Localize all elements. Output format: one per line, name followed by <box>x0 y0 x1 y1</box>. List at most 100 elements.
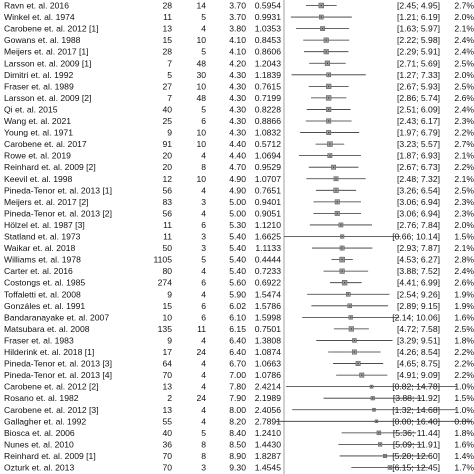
study-label: Ravn et. al. 2016 <box>4 1 69 11</box>
sample-size: 20 <box>162 162 172 172</box>
ci-label: [2.51; 6.09] <box>397 104 440 114</box>
weight-label: 2.4% <box>454 35 474 45</box>
ci-label: [2.67; 6.73] <box>397 162 440 172</box>
sample-size: 13 <box>162 405 172 415</box>
ci-label: [3.29; 9.51] <box>397 335 440 345</box>
weight-label: 2.4% <box>454 47 474 57</box>
ci-label: [2.48; 7.32] <box>397 174 440 184</box>
event-count: 3 <box>201 243 206 253</box>
event-count: 4 <box>201 382 206 392</box>
event-count: 10 <box>196 35 206 45</box>
estimate-value: 8.40 <box>229 428 246 438</box>
se-value: 0.5954 <box>255 1 282 11</box>
sample-size: 5 <box>167 70 172 80</box>
study-label: Gowans et. al. 1988 <box>4 35 81 45</box>
ci-label: [2.43; 6.17] <box>397 116 440 126</box>
ci-label: [2.89; 9.15] <box>397 301 440 311</box>
weight-label: 1.5% <box>454 232 474 242</box>
se-value: 1.0874 <box>255 347 282 357</box>
study-label: Carobene et. al. 2012 [1] <box>4 24 99 34</box>
weight-label: 1.4% <box>454 451 474 461</box>
weight-label: 1.5% <box>454 393 474 403</box>
se-value: 2.4056 <box>255 405 282 415</box>
se-value: 1.0353 <box>255 24 282 34</box>
sample-size: 25 <box>162 116 172 126</box>
study-label: Carter et. al. 2016 <box>4 266 73 276</box>
sample-size: 9 <box>167 289 172 299</box>
event-count: 4 <box>201 24 206 34</box>
event-count: 6 <box>201 301 206 311</box>
sample-size: 11 <box>163 232 172 242</box>
study-label: Carobene et. al. 2012 [3] <box>4 405 99 415</box>
sample-size: 10 <box>162 312 172 322</box>
se-value: 2.4214 <box>255 382 282 392</box>
se-value: 0.4444 <box>255 255 282 265</box>
se-value: 2.7891 <box>255 416 282 426</box>
weight-label: 2.7% <box>454 1 474 11</box>
event-count: 4 <box>201 359 206 369</box>
weight-label: 2.7% <box>454 139 474 149</box>
study-label: Carobene et. al. 2012 [2] <box>4 382 99 392</box>
estimate-value: 3.70 <box>229 1 246 11</box>
sample-size: 13 <box>162 24 172 34</box>
event-count: 24 <box>196 393 206 403</box>
sample-size: 135 <box>158 324 173 334</box>
sample-size: 70 <box>162 463 172 473</box>
study-label: Keevil et. al. 1998 <box>4 174 73 184</box>
estimate-value: 8.20 <box>229 416 246 426</box>
sample-size: 56 <box>162 185 172 195</box>
study-label: Waikar et. al. 2018 <box>4 243 76 253</box>
sample-size: 36 <box>162 439 172 449</box>
se-value: 1.4545 <box>255 463 282 473</box>
study-label: Wang et. al. 2021 <box>4 116 71 126</box>
event-count: 3 <box>201 232 206 242</box>
se-value: 0.9051 <box>255 208 282 218</box>
ci-label: [2.45; 4.95] <box>397 1 440 11</box>
weight-label: 1.9% <box>454 289 474 299</box>
sample-size: 91 <box>162 139 172 149</box>
sample-size: 70 <box>162 370 172 380</box>
ci-label: [4.65; 8.75] <box>397 359 440 369</box>
study-label: Meijers et. al. 2017 [2] <box>4 197 89 207</box>
se-value: 1.0786 <box>255 370 282 380</box>
se-value: 1.8287 <box>255 451 282 461</box>
estimate-value: 3.80 <box>229 24 246 34</box>
event-count: 4 <box>201 289 206 299</box>
estimate-value: 5.30 <box>229 220 246 230</box>
sample-size: 28 <box>162 47 172 57</box>
event-count: 4 <box>201 185 206 195</box>
ci-label: [1.27; 7.33] <box>397 70 440 80</box>
event-count: 10 <box>196 174 206 184</box>
sample-size: 12 <box>162 174 172 184</box>
event-count: 4 <box>201 151 206 161</box>
se-value: 1.1839 <box>255 70 282 80</box>
se-value: 1.0663 <box>255 359 282 369</box>
weight-label: 2.2% <box>454 347 474 357</box>
sample-size: 17 <box>162 347 172 357</box>
ci-label: [2.54; 9.26] <box>397 289 440 299</box>
forest-marks <box>276 2 472 470</box>
estimate-value: 4.40 <box>229 139 246 149</box>
event-count: 8 <box>201 451 206 461</box>
weight-label: 2.8% <box>454 255 474 265</box>
table-columns: Ravn et. al. 2016 28 14 3.70 0.5954 [2.45; 4.… <box>4 1 474 473</box>
estimate-value: 8.50 <box>229 439 246 449</box>
sample-size: 11 <box>163 12 172 22</box>
se-value: 1.0707 <box>255 174 282 184</box>
study-label: Statland et. al. 1973 <box>4 232 81 242</box>
se-value: 1.1133 <box>255 243 281 253</box>
event-count: 4 <box>201 405 206 415</box>
se-value: 1.4430 <box>255 439 282 449</box>
sample-size: 7 <box>167 58 172 68</box>
weight-label: 2.5% <box>454 58 474 68</box>
event-count: 4 <box>201 266 206 276</box>
event-count: 5 <box>201 428 206 438</box>
weight-label: 2.1% <box>454 243 474 253</box>
sample-size: 56 <box>162 208 172 218</box>
estimate-value: 5.40 <box>229 266 246 276</box>
estimate-value: 7.00 <box>229 370 246 380</box>
event-count: 24 <box>196 347 206 357</box>
study-label: Nunes et. al. 2010 <box>4 439 74 449</box>
weight-label: 2.3% <box>454 208 474 218</box>
